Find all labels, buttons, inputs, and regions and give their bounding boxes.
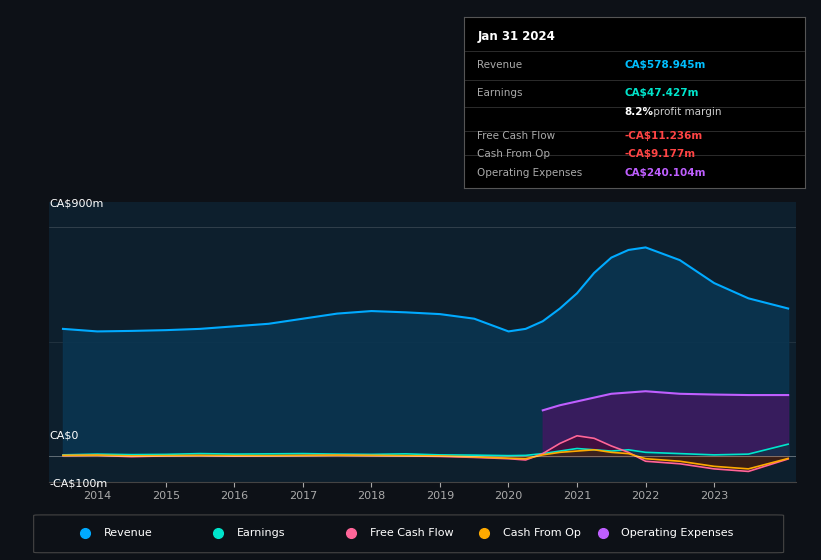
Text: -CA$100m: -CA$100m: [49, 479, 108, 489]
Text: Free Cash Flow: Free Cash Flow: [370, 529, 453, 538]
Text: Jan 31 2024: Jan 31 2024: [478, 30, 555, 44]
Text: CA$0: CA$0: [49, 431, 79, 441]
Text: CA$240.104m: CA$240.104m: [624, 168, 705, 178]
Text: CA$900m: CA$900m: [49, 199, 103, 209]
Text: Revenue: Revenue: [103, 529, 153, 538]
Text: Cash From Op: Cash From Op: [478, 150, 551, 159]
Text: CA$578.945m: CA$578.945m: [624, 60, 705, 71]
Text: Free Cash Flow: Free Cash Flow: [478, 130, 556, 141]
Text: CA$47.427m: CA$47.427m: [624, 88, 699, 98]
Text: Cash From Op: Cash From Op: [502, 529, 580, 538]
Text: Operating Expenses: Operating Expenses: [621, 529, 733, 538]
Text: Operating Expenses: Operating Expenses: [478, 168, 583, 178]
FancyBboxPatch shape: [34, 515, 784, 553]
Text: Revenue: Revenue: [478, 60, 523, 71]
Text: Earnings: Earnings: [478, 88, 523, 98]
Text: profit margin: profit margin: [649, 106, 721, 116]
Text: -CA$11.236m: -CA$11.236m: [624, 130, 702, 141]
Text: 8.2%: 8.2%: [624, 106, 653, 116]
Text: -CA$9.177m: -CA$9.177m: [624, 150, 695, 159]
Text: Earnings: Earnings: [237, 529, 286, 538]
